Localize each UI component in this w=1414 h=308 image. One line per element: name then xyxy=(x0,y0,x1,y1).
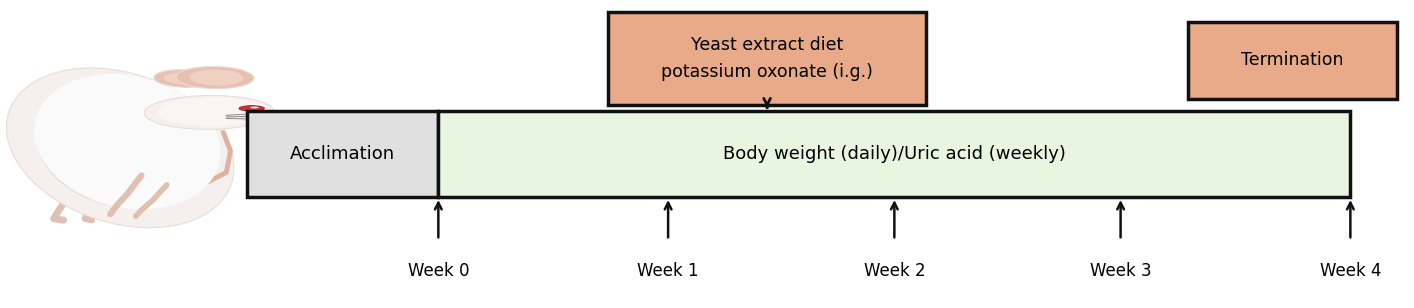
Ellipse shape xyxy=(37,100,184,208)
Ellipse shape xyxy=(175,67,255,89)
Text: Week 3: Week 3 xyxy=(1090,262,1151,280)
Ellipse shape xyxy=(7,68,233,228)
Text: Week 0: Week 0 xyxy=(407,262,469,280)
Text: Week 4: Week 4 xyxy=(1319,262,1381,280)
Text: Acclimation: Acclimation xyxy=(290,145,396,163)
Ellipse shape xyxy=(164,72,204,85)
Ellipse shape xyxy=(240,114,297,124)
FancyBboxPatch shape xyxy=(247,111,438,197)
Text: Termination: Termination xyxy=(1241,51,1343,69)
Text: Body weight (daily)/Uric acid (weekly): Body weight (daily)/Uric acid (weekly) xyxy=(723,145,1066,163)
Text: Week 1: Week 1 xyxy=(638,262,699,280)
Ellipse shape xyxy=(34,74,221,209)
Ellipse shape xyxy=(283,119,297,121)
Text: Yeast extract diet
potassium oxonate (i.g.): Yeast extract diet potassium oxonate (i.… xyxy=(662,36,872,81)
Ellipse shape xyxy=(157,97,267,126)
Ellipse shape xyxy=(189,70,243,86)
FancyBboxPatch shape xyxy=(438,111,1350,197)
Circle shape xyxy=(239,106,264,111)
Text: Week 2: Week 2 xyxy=(864,262,925,280)
Circle shape xyxy=(250,107,259,108)
FancyBboxPatch shape xyxy=(608,12,926,105)
Ellipse shape xyxy=(154,70,214,87)
FancyBboxPatch shape xyxy=(1188,22,1397,99)
Ellipse shape xyxy=(144,95,274,129)
